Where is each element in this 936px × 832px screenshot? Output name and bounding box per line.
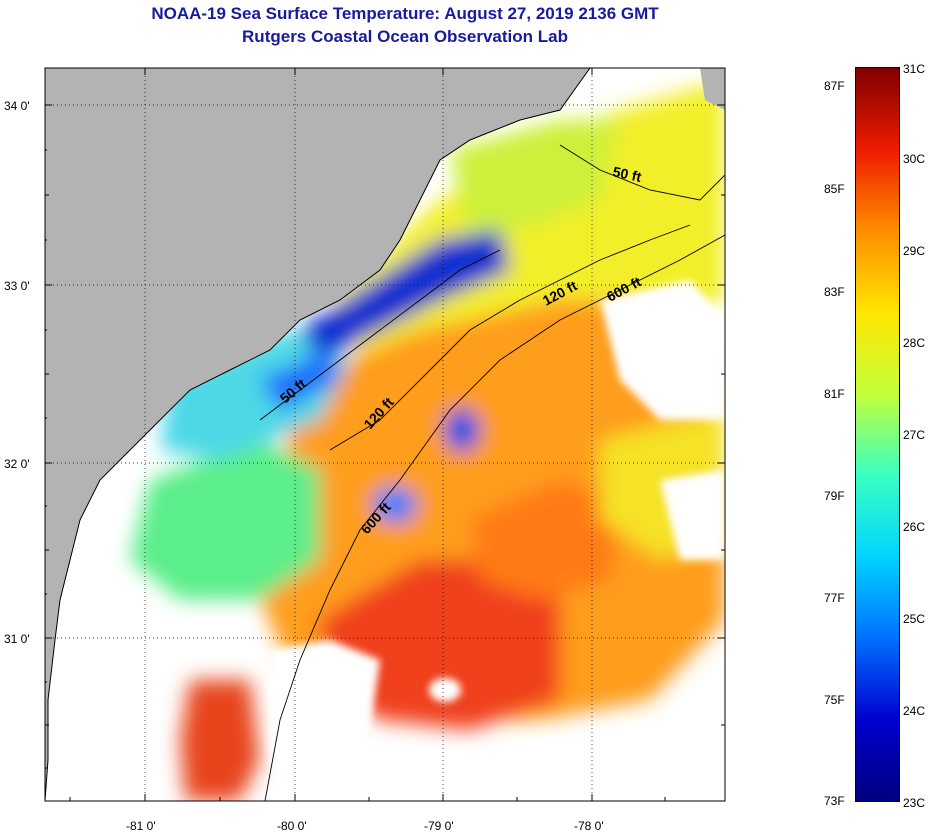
colorbar-c-label: 30C — [903, 152, 926, 166]
lon-label: -80 0' — [277, 819, 307, 832]
land-area — [45, 68, 590, 801]
colorbar-c-label: 27C — [903, 428, 926, 442]
isobath-label: 50 ft — [611, 163, 643, 185]
graticule — [45, 68, 725, 801]
colorbar-c-label: 23C — [903, 796, 926, 810]
colorbar-c-label: 25C — [903, 612, 926, 626]
colorbar-c-label: 24C — [903, 704, 926, 718]
colorbar-f-label: 83F — [824, 285, 845, 299]
cloud-patch — [600, 280, 725, 420]
lon-label: -78 0' — [574, 819, 604, 832]
lat-label: 32 0' — [4, 457, 30, 471]
lon-label: -79 0' — [424, 819, 454, 832]
isobath-50ft — [259, 144, 725, 421]
colorbar-c-label: 31C — [903, 62, 926, 76]
lat-label: 34 0' — [4, 99, 30, 113]
colorbar-f-label: 87F — [824, 79, 845, 93]
colorbar-c-label: 28C — [903, 336, 926, 350]
colorbar-f-label: 77F — [824, 591, 845, 605]
colorbar-f-label: 85F — [824, 182, 845, 196]
lat-label: 31 0' — [4, 632, 30, 646]
colorbar-f-label: 75F — [824, 693, 845, 707]
colorbar-c-label: 26C — [903, 520, 926, 534]
isobath-120ft — [329, 224, 691, 451]
map-frame — [44, 67, 726, 802]
coastline — [45, 68, 591, 801]
colorbar-c-label: 29C — [903, 244, 926, 258]
map-title: NOAA-19 Sea Surface Temperature: August … — [151, 4, 659, 23]
lon-label: -81 0' — [126, 819, 156, 832]
lat-label: 33 0' — [4, 279, 30, 293]
temperature-colorbar — [855, 67, 900, 802]
colorbar-f-label: 79F — [824, 489, 845, 503]
map-subtitle: Rutgers Coastal Ocean Observation Lab — [242, 27, 568, 46]
colorbar-f-label: 81F — [824, 387, 845, 401]
colorbar-f-label: 73F — [824, 794, 845, 808]
